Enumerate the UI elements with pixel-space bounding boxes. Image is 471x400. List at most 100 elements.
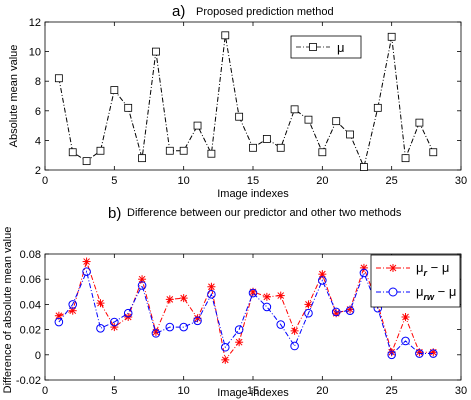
panel-b-series-0-point (276, 291, 285, 300)
panel-b-y-axis-label: Difference of absolute mean value (2, 227, 14, 394)
panel-a-series-0-point (387, 32, 396, 41)
panel-b-legend-box (370, 254, 461, 308)
panel-a-series-0-point (373, 103, 382, 112)
panel-b-series-1-point (415, 349, 424, 358)
panel-a-y-tick-label: 8 (35, 76, 41, 88)
panel-b-legend-label-blue: μrw − μ (416, 284, 456, 302)
panel-b-series-0-point (262, 292, 271, 301)
panel-a-series-0-point (152, 47, 160, 56)
panel-b-series-1-point (137, 281, 147, 290)
panel-a-x-tick-label: 20 (316, 175, 328, 187)
panel-a-x-tick-label: 30 (455, 175, 467, 187)
panel-b-x-tick-label: 5 (111, 385, 117, 397)
panel-b-x-tick-label: 0 (42, 385, 48, 397)
panel-a-series-0-point (318, 148, 327, 157)
panel-b-legend-blue-sub: rw (424, 292, 436, 302)
panel-b-y-tick-label: 0.02 (20, 325, 41, 337)
panel-a-series-0-point (138, 154, 146, 163)
panel-a-top-chart: a) Proposed prediction method 0 5 10 15 20 25… (8, 3, 467, 200)
panel-a-series-0-point (276, 143, 285, 152)
panel-b-series-1-point (276, 320, 286, 329)
panel-b-y-tick-label: 0.04 (20, 299, 41, 311)
panel-b-series-1-point (345, 306, 355, 316)
panel-a-series-0-point (262, 135, 271, 143)
panel-b-y-tick-label: 0.08 (20, 249, 41, 261)
panel-a-x-tick-label: 0 (42, 175, 48, 187)
panel-b-series-0-point (318, 270, 327, 279)
panel-b-legend-blue-tail: − μ (434, 284, 456, 299)
panel-a-series-0-point (68, 148, 77, 157)
panel-b-x-tick-label: 25 (386, 385, 398, 397)
panel-b-series-0-point (290, 326, 299, 335)
panel-a-ticks (44, 21, 462, 171)
panel-b-legend-label-red: μr − μ (416, 260, 449, 278)
panel-b-series-1-point (165, 322, 175, 332)
panel-b-series-0-point (235, 338, 244, 347)
panel-a-series (54, 31, 438, 171)
panel-b-legend-marker-circle (388, 287, 398, 297)
panel-a-series-0-point (110, 86, 119, 94)
panel-b-title: Difference between our predictor and oth… (127, 207, 402, 219)
panel-b-series-0-point (221, 355, 230, 364)
panel-b-legend-red-main: μ (416, 260, 424, 275)
panel-a-series-0-point (304, 115, 313, 124)
panel-a-x-axis-label: Image indexes (217, 188, 289, 200)
panel-a-y-tick-label: 6 (35, 106, 41, 118)
panel-b-series-1-point (248, 288, 258, 298)
panel-b-series-1-point (68, 300, 78, 309)
panel-a-series-0-line (58, 35, 434, 169)
panel-a-series-0-point (360, 163, 368, 171)
panel-b-series-0-line (58, 259, 434, 361)
panel-b-series-1-point (123, 308, 133, 318)
panel-a-legend-label: μ (337, 40, 345, 55)
panel-b-series (54, 257, 438, 364)
panel-b-series-1-point (193, 316, 202, 326)
panel-b-series-1-point (304, 308, 313, 318)
panel-b-legend-red-tail: − μ (427, 260, 449, 275)
panel-a-series-0-point (54, 74, 63, 83)
panel-b-x-tick-label: 15 (247, 385, 259, 397)
panel-a-series-0-point (82, 157, 91, 166)
panel-b-series-1-point (262, 302, 272, 312)
panel-a-series-0-point (429, 148, 438, 157)
panel-a-series-0-point (179, 146, 188, 155)
panel-b-series-1-point (151, 329, 161, 338)
panel-a-series-0-point (193, 121, 202, 130)
panel-b-series-0-point (165, 295, 174, 304)
panel-a-series-0-point (346, 130, 354, 139)
panel-b-title-letter: b) (108, 205, 121, 222)
panel-a-series-0-point (235, 112, 244, 121)
panel-b-series-1-point (331, 307, 341, 317)
panel-a-series-0-point (249, 143, 257, 152)
panel-b-bottom-chart: b) Difference between our predictor and … (2, 205, 467, 399)
panel-b-legend-blue-main: μ (416, 284, 424, 299)
panel-b-legend: μr − μ μrw − μ (370, 254, 461, 308)
panel-a-series-0-point (290, 105, 299, 114)
panel-b-series-1-point (207, 290, 216, 299)
panel-b-series-1-point (401, 336, 410, 346)
panel-a-series-0-point (165, 146, 174, 155)
panel-b-x-tick-label: 10 (178, 385, 190, 397)
panel-b-series-0-point (82, 257, 91, 266)
panel-b-x-tick-label: 20 (316, 385, 328, 397)
panel-b-series-1-point (387, 350, 396, 360)
panel-a-title-letter: a) (172, 3, 185, 20)
panel-a-title: Proposed prediction method (196, 6, 334, 18)
panel-a-x-tick-label: 10 (178, 175, 190, 187)
panel-b-series-1-point (290, 341, 299, 351)
panel-a-series-0-point (401, 154, 410, 163)
panel-b-series-1-point (220, 342, 230, 352)
panel-b-x-tick-label: 30 (455, 385, 467, 397)
panel-b-series-1-point (234, 325, 244, 334)
panel-a-y-tick-label: 12 (29, 17, 41, 29)
panel-b-series-0-point (401, 313, 410, 321)
panel-a-y-tick-label: 2 (35, 165, 41, 177)
panel-a-y-axis-label: Absolute mean value (8, 45, 20, 148)
panel-b-y-tick-label: 0.06 (20, 274, 41, 286)
panel-b-series-1-point (82, 267, 91, 276)
panel-b-y-tick-label: -0.02 (16, 375, 41, 387)
panel-b-series-1-point (54, 317, 64, 327)
panel-b-series-0-point (304, 300, 313, 309)
